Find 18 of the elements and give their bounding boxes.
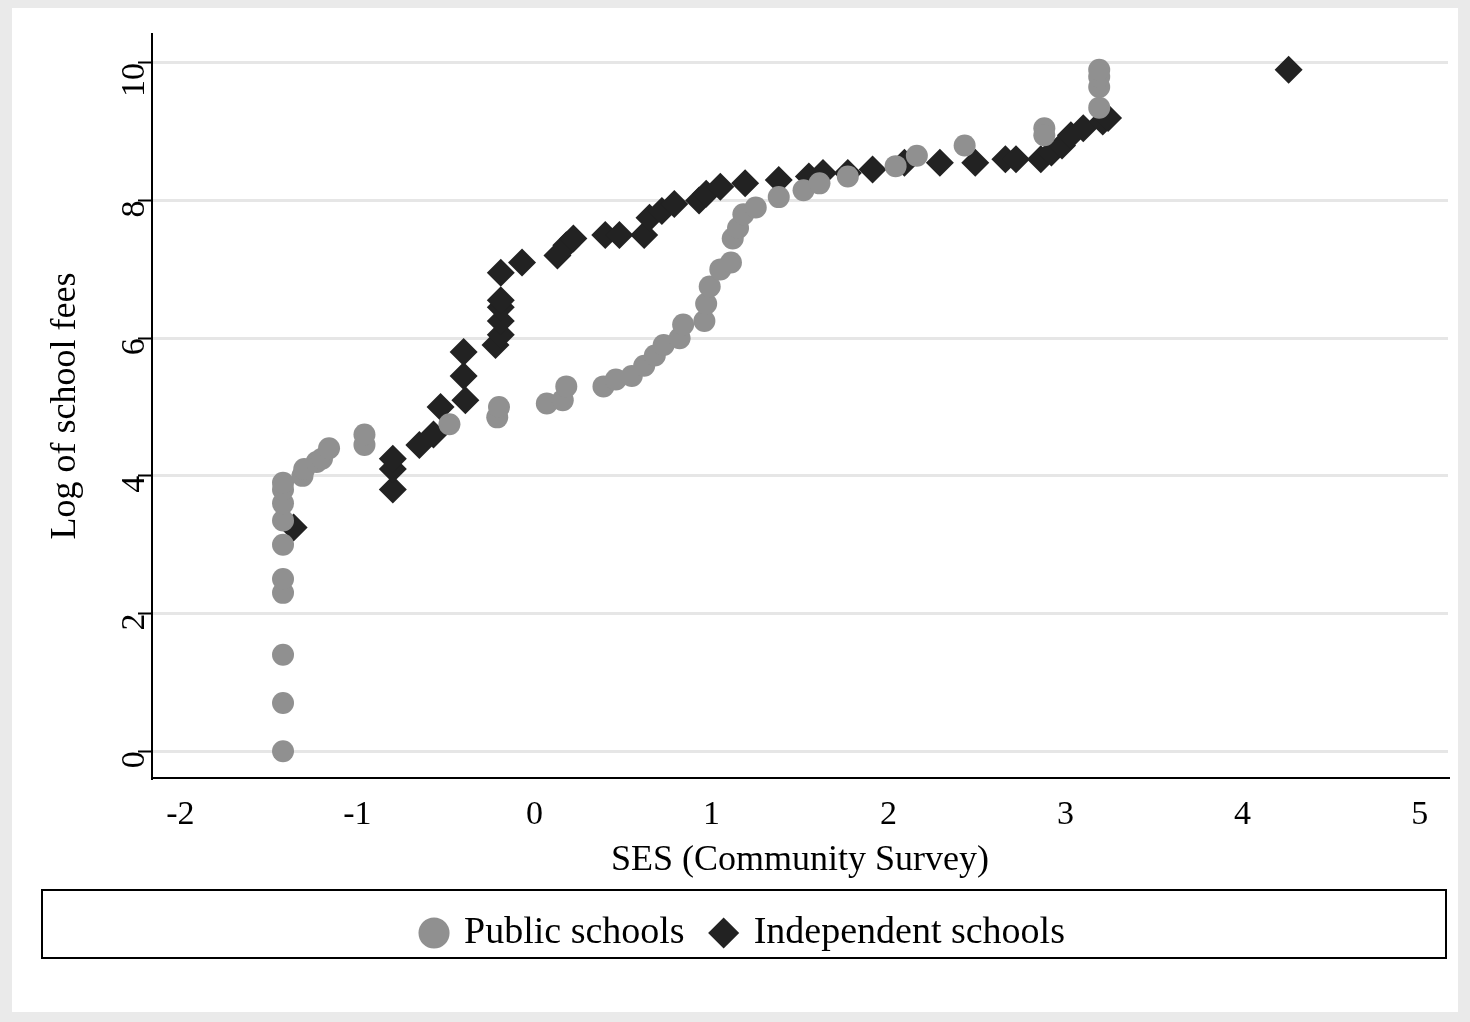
x-tick-label: 5 — [1411, 794, 1429, 832]
x-tick-label: -1 — [343, 794, 372, 832]
x-tick-label: 3 — [1057, 794, 1075, 832]
y-tick-label: 4 — [113, 475, 151, 493]
y-tick-label: 2 — [113, 613, 151, 631]
y-tick-label: 0 — [113, 751, 151, 769]
x-tick-label: 1 — [702, 794, 720, 832]
x-tick-label: 2 — [880, 794, 898, 832]
y-tick-label: 6 — [113, 338, 151, 356]
x-tick-label: 0 — [525, 794, 543, 832]
legend-label: Independent schools — [753, 908, 1065, 951]
y-tick-label: 8 — [113, 200, 151, 218]
x-axis-title: SES (Community Survey) — [610, 837, 990, 878]
y-tick-label: 10 — [113, 62, 151, 97]
y-axis-title: Log of school fees — [43, 272, 84, 540]
x-tick-label: -2 — [166, 794, 195, 832]
x-tick-label: 4 — [1234, 794, 1252, 832]
legend-label: Public schools — [464, 908, 685, 951]
